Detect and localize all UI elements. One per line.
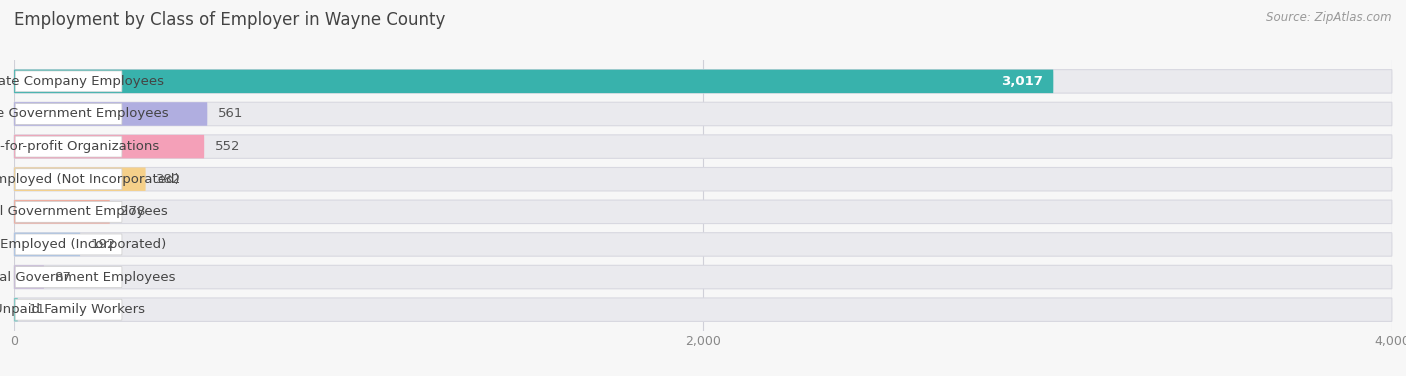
FancyBboxPatch shape bbox=[14, 265, 1392, 289]
FancyBboxPatch shape bbox=[14, 200, 1392, 224]
FancyBboxPatch shape bbox=[14, 265, 44, 289]
Text: 278: 278 bbox=[120, 205, 146, 218]
Text: Source: ZipAtlas.com: Source: ZipAtlas.com bbox=[1267, 11, 1392, 24]
FancyBboxPatch shape bbox=[14, 167, 146, 191]
Text: Private Company Employees: Private Company Employees bbox=[0, 75, 165, 88]
Text: Not-for-profit Organizations: Not-for-profit Organizations bbox=[0, 140, 160, 153]
FancyBboxPatch shape bbox=[14, 135, 204, 158]
Text: 87: 87 bbox=[55, 271, 72, 284]
FancyBboxPatch shape bbox=[14, 167, 1392, 191]
Text: Self-Employed (Incorporated): Self-Employed (Incorporated) bbox=[0, 238, 166, 251]
FancyBboxPatch shape bbox=[15, 299, 122, 320]
FancyBboxPatch shape bbox=[15, 136, 122, 157]
FancyBboxPatch shape bbox=[14, 298, 1392, 321]
FancyBboxPatch shape bbox=[15, 103, 122, 124]
FancyBboxPatch shape bbox=[15, 267, 122, 288]
Text: Local Government Employees: Local Government Employees bbox=[0, 205, 167, 218]
FancyBboxPatch shape bbox=[14, 135, 1392, 158]
Text: 11: 11 bbox=[28, 303, 45, 316]
Text: 561: 561 bbox=[218, 108, 243, 120]
FancyBboxPatch shape bbox=[15, 71, 122, 92]
Text: 382: 382 bbox=[156, 173, 181, 186]
FancyBboxPatch shape bbox=[14, 298, 18, 321]
FancyBboxPatch shape bbox=[14, 102, 1392, 126]
FancyBboxPatch shape bbox=[15, 202, 122, 222]
Text: 3,017: 3,017 bbox=[1001, 75, 1043, 88]
FancyBboxPatch shape bbox=[14, 200, 110, 224]
Text: Self-Employed (Not Incorporated): Self-Employed (Not Incorporated) bbox=[0, 173, 180, 186]
FancyBboxPatch shape bbox=[14, 102, 207, 126]
Text: State Government Employees: State Government Employees bbox=[0, 108, 169, 120]
Text: 192: 192 bbox=[90, 238, 115, 251]
FancyBboxPatch shape bbox=[14, 70, 1392, 93]
Text: Employment by Class of Employer in Wayne County: Employment by Class of Employer in Wayne… bbox=[14, 11, 446, 29]
FancyBboxPatch shape bbox=[15, 234, 122, 255]
FancyBboxPatch shape bbox=[14, 70, 1053, 93]
FancyBboxPatch shape bbox=[15, 169, 122, 190]
Text: Federal Government Employees: Federal Government Employees bbox=[0, 271, 176, 284]
FancyBboxPatch shape bbox=[14, 233, 1392, 256]
Text: Unpaid Family Workers: Unpaid Family Workers bbox=[0, 303, 145, 316]
FancyBboxPatch shape bbox=[14, 233, 80, 256]
Text: 552: 552 bbox=[215, 140, 240, 153]
